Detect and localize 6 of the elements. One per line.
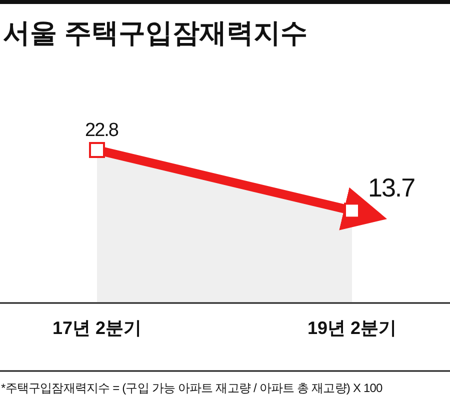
data-label: 13.7 [368,172,416,203]
x-tick-label: 17년 2분기 [52,318,142,338]
text: *주택구입잠재력지수 = (구입 가능 아파트 재고량 / 아파트 총 재고량) X 100 [1,381,384,395]
x-tick-label: 19년 2분기 [307,318,397,338]
chart-title: 서울 주택구입잠재력지수 [3,18,308,48]
data-label: 22.8 [85,120,118,141]
